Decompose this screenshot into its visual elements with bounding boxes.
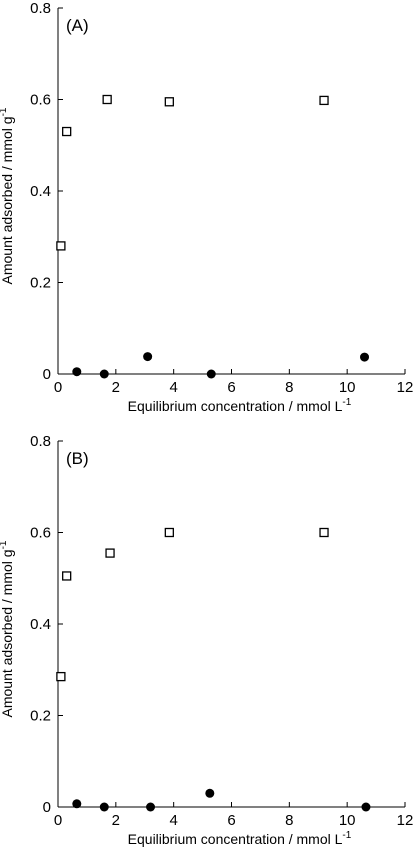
data-point-filled-circle [205, 788, 215, 798]
data-point-filled-circle [99, 369, 109, 379]
data-point-open-square [56, 671, 66, 682]
data-point-open-square [62, 126, 72, 137]
chart-panel-b: 0 2 4 6 8 10 12 0 0.2 0.4 0.6 0.8 Equilibrium concen… [0, 433, 414, 847]
x-tick-label: 8 [285, 812, 293, 829]
x-tick-label: 12 [397, 379, 414, 396]
data-point-filled-circle [99, 802, 109, 812]
y-axis-title-text: Amount adsorbed / mmol g [0, 116, 15, 284]
x-tick-label: 12 [397, 812, 414, 829]
data-point-open-square [319, 527, 329, 538]
x-tick-label: 10 [339, 812, 356, 829]
x-axis-title-superscript: -1 [342, 830, 351, 841]
x-axis-title: Equilibrium concentration / mmol L-1 [128, 397, 352, 414]
y-axis-title: Amount adsorbed / mmol g-1 [0, 540, 15, 717]
x-tick-label: 8 [285, 379, 293, 396]
data-point-filled-circle [360, 352, 370, 362]
x-axis-title-text: Equilibrium concentration / mmol L [128, 398, 343, 414]
y-tick-label: 0.2 [30, 708, 51, 725]
x-axis-title: Equilibrium concentration / mmol L-1 [128, 830, 352, 847]
x-tick-label: 0 [54, 379, 62, 396]
y-axis-title-superscript: -1 [0, 107, 9, 116]
x-axis-title-text: Equilibrium concentration / mmol L [128, 831, 343, 847]
x-tick-label: 2 [112, 379, 120, 396]
chart-panel-a: 0 2 4 6 8 10 12 0 0.2 0.4 0.6 0.8 Equilibrium concen… [0, 0, 414, 414]
data-point-filled-circle [206, 369, 216, 379]
y-tick-label: 0.4 [30, 183, 51, 200]
y-axis-title-superscript: -1 [0, 540, 9, 549]
x-tick-label: 4 [169, 812, 177, 829]
y-tick-label: 0 [43, 799, 51, 816]
y-tick-label: 0.2 [30, 275, 51, 292]
y-axis-title: Amount adsorbed / mmol g-1 [0, 107, 15, 284]
x-tick-label: 0 [54, 812, 62, 829]
data-point-filled-circle [72, 367, 82, 377]
data-point-filled-circle [146, 802, 156, 812]
y-tick-label: 0.6 [30, 92, 51, 109]
x-tick-label: 6 [227, 812, 235, 829]
data-point-open-square [105, 548, 115, 558]
y-tick-label: 0.4 [30, 616, 51, 633]
x-tick-label: 10 [339, 379, 356, 396]
data-point-filled-circle [143, 352, 153, 362]
x-tick-label: 4 [169, 379, 177, 396]
data-point-open-square [56, 241, 66, 251]
data-point-open-square [62, 571, 72, 581]
x-tick-label: 6 [227, 379, 235, 396]
data-point-open-square [319, 95, 329, 106]
y-tick-label: 0 [43, 366, 51, 383]
data-point-open-square [164, 527, 174, 538]
y-axis-title-text: Amount adsorbed / mmol g [0, 549, 15, 717]
data-point-filled-circle [72, 799, 82, 809]
x-tick-label: 2 [112, 812, 120, 829]
panel-label: (A) [66, 16, 89, 35]
y-tick-label: 0.8 [30, 433, 51, 450]
y-tick-label: 0.8 [30, 0, 51, 17]
data-point-open-square [102, 94, 112, 105]
data-point-filled-circle [361, 802, 371, 812]
panel-label: (B) [66, 449, 89, 468]
y-tick-label: 0.6 [30, 525, 51, 542]
data-point-open-square [164, 97, 174, 107]
x-axis-title-superscript: -1 [342, 397, 351, 408]
